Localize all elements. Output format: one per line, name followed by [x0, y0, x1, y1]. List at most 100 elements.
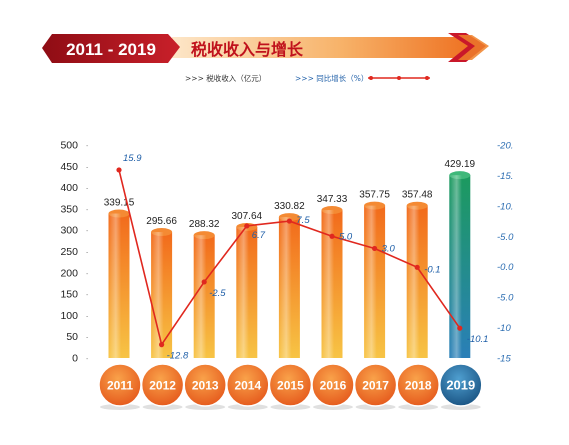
right-tick-label: -15 — [497, 354, 511, 365]
year-circle-shadow — [142, 404, 183, 410]
growth-value-label: -10.1 — [467, 334, 489, 345]
year-label: 2016 — [320, 379, 347, 393]
left-axis: 0 - 50 - 100 - 150 - 200 - 250 - 300 - 350 - 400 - 450 - 500… — [60, 140, 89, 365]
growth-value-labels: 15.9 -12.8 -2.5 6.7 7.5 5.0 3.0 -0.1 -10.1 — [123, 153, 488, 362]
year-label: 2017 — [362, 379, 389, 393]
revenue-bar-shine — [236, 226, 258, 358]
growth-value-label: 5.0 — [339, 231, 353, 242]
revenue-value-label: 357.48 — [402, 190, 433, 201]
growth-marker — [372, 245, 378, 252]
year-circle-shadow — [398, 404, 439, 410]
left-tick-label: 250 — [60, 246, 78, 258]
legend-growth: >>> 同比增长（%） — [295, 73, 368, 83]
left-tick-mark: - — [86, 292, 89, 299]
left-tick-mark: - — [86, 250, 89, 257]
year-circle-shadow — [313, 404, 353, 410]
left-tick-mark: - — [86, 335, 89, 342]
revenue-bar-shine — [151, 232, 173, 358]
year-label: 2019 — [446, 378, 475, 393]
left-tick-label: 450 — [60, 161, 78, 173]
right-tick-label: -5.0 — [497, 293, 514, 304]
growth-value-label: -12.8 — [167, 351, 189, 362]
bars — [108, 171, 471, 358]
revenue-value-label: 330.82 — [274, 201, 305, 212]
revenue-bar-shine — [108, 213, 130, 358]
right-tick-label: -20. — [497, 141, 513, 152]
growth-marker — [201, 279, 207, 285]
revenue-value-label: 429.19 — [445, 159, 476, 170]
year-label: 2011 — [107, 379, 133, 393]
left-tick-label: 500 — [60, 140, 78, 152]
legend-marker — [425, 76, 429, 80]
year-label: 2018 — [405, 379, 432, 393]
bar-value-labels: 339.15 295.66 288.32 307.64 330.82 347.33 357.… — [104, 159, 476, 230]
left-tick-mark: - — [86, 186, 89, 193]
growth-marker — [116, 167, 122, 173]
growth-value-label: 6.7 — [252, 230, 266, 241]
year-circle-shadow — [440, 404, 481, 410]
legend: >>> 税收收入（亿元） >>> 同比增长（%） — [185, 73, 430, 83]
growth-marker — [457, 325, 463, 331]
year-circle-shadow — [227, 404, 268, 410]
banner-title: 税收收入与增长 — [191, 40, 304, 59]
revenue-value-label: 288.32 — [189, 219, 220, 230]
growth-value-label: -2.5 — [209, 288, 226, 299]
right-tick-label: -15. — [497, 171, 513, 182]
left-tick-mark: - — [86, 143, 89, 150]
year-label: 2014 — [234, 379, 261, 393]
left-tick-label: 400 — [60, 182, 78, 194]
right-tick-label: -10. — [497, 201, 513, 212]
year-circle — [439, 363, 483, 407]
left-tick-mark: - — [86, 356, 89, 363]
left-tick-label: 300 — [60, 225, 78, 237]
left-tick-label: 150 — [60, 289, 78, 301]
left-tick-label: 0 — [72, 353, 78, 365]
year-circle-shadow — [100, 404, 140, 410]
banner-arrow-light — [458, 35, 489, 60]
revenue-bar-shine — [321, 210, 343, 358]
growth-marker — [159, 342, 165, 348]
growth-marker — [329, 233, 335, 239]
revenue-bar-shine — [406, 205, 428, 358]
right-axis: -15 -10 -5.0 -0.0 -5.0 -10. -15. -20. — [497, 141, 514, 365]
year-label: 2012 — [149, 379, 176, 393]
left-tick-mark: - — [86, 228, 89, 235]
revenue-value-label: 339.15 — [104, 198, 135, 209]
growth-value-label: 15.9 — [123, 153, 142, 164]
year-circles: 2011 2012 2013 2014 2015 2016 2017 2018 2019 — [98, 363, 483, 410]
left-tick-mark: - — [86, 164, 89, 171]
growth-marker — [286, 218, 292, 224]
year-circle-shadow — [185, 404, 226, 410]
revenue-value-label: 307.64 — [232, 211, 263, 222]
banner-year-range: 2011 - 2019 — [66, 40, 156, 59]
left-tick-mark: - — [86, 271, 89, 278]
right-tick-label: -0.0 — [497, 262, 514, 273]
revenue-value-label: 357.75 — [359, 190, 390, 201]
banner-year-box — [42, 34, 180, 63]
revenue-bar-shine — [364, 205, 386, 358]
left-tick-label: 200 — [60, 267, 78, 279]
revenue-value-label: 295.66 — [146, 216, 177, 227]
year-label: 2013 — [192, 379, 219, 393]
growth-marker — [414, 264, 420, 270]
revenue-value-label: 347.33 — [317, 194, 348, 205]
year-circle-shadow — [270, 404, 311, 410]
growth-value-label: 7.5 — [296, 215, 310, 226]
left-tick-label: 50 — [66, 331, 78, 343]
year-label: 2015 — [277, 379, 304, 393]
legend-revenue: >>> 税收收入（亿元） — [185, 73, 266, 83]
legend-marker — [397, 76, 401, 80]
year-circle-shadow — [355, 404, 396, 410]
revenue-bar-shine — [449, 175, 471, 358]
right-tick-label: -10 — [497, 323, 511, 334]
growth-value-label: -0.1 — [424, 264, 440, 275]
right-tick-label: -5.0 — [497, 232, 514, 243]
left-tick-label: 100 — [60, 310, 78, 322]
banner-stripe — [172, 37, 476, 58]
left-tick-mark: - — [86, 313, 89, 320]
left-tick-label: 350 — [60, 203, 78, 215]
growth-line — [116, 167, 463, 348]
banner: 2011 - 2019 税收收入与增长 — [42, 33, 489, 63]
revenue-bar-shine — [278, 217, 300, 358]
